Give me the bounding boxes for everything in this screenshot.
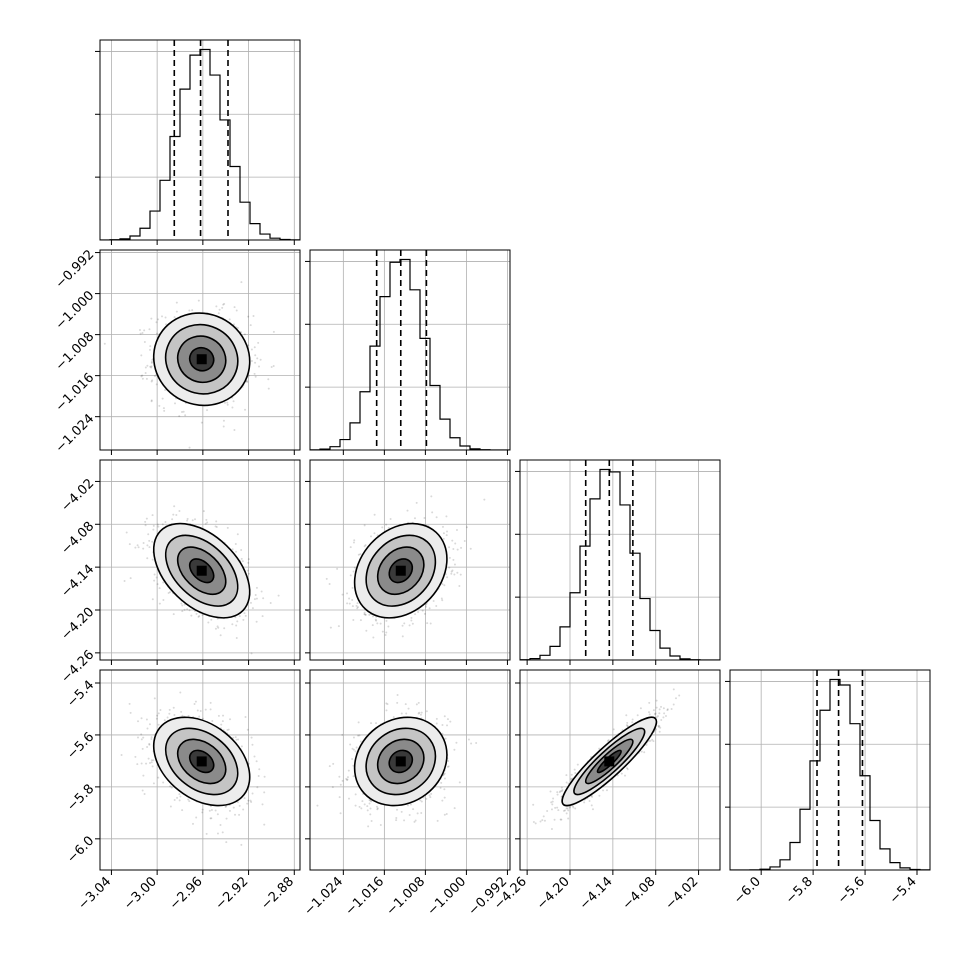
x-tick-label-1-2: −1.008	[384, 874, 429, 919]
contour-1	[365, 727, 437, 796]
panel-2-2	[515, 459, 721, 665]
y-tick-label-2-1: −4.20	[59, 605, 98, 644]
x-tick-label-1-0: −1.024	[302, 874, 347, 919]
contour-2	[376, 738, 425, 785]
histogram-3	[730, 678, 930, 870]
contour-2	[376, 546, 425, 596]
y-tick-label-1-0: −1.024	[53, 411, 98, 456]
y-tick-label-2-4: −4.02	[59, 476, 98, 515]
panel-3-3	[725, 669, 931, 875]
x-tick-label-2-2: −4.14	[577, 874, 616, 913]
y-tick-label-1-4: −0.992	[53, 247, 98, 292]
contour-3	[188, 749, 215, 774]
y-tick-label-3-0: −6.0	[64, 834, 97, 867]
mode-bin	[395, 565, 406, 576]
contour-1	[164, 727, 239, 796]
panel-frame	[519, 459, 721, 661]
panel-3-2	[515, 669, 721, 875]
histogram-1	[310, 258, 510, 450]
mode-bin	[604, 756, 615, 767]
x-tick-label-3-2: −5.6	[835, 874, 868, 907]
panel-1-0	[95, 249, 301, 455]
contour-1	[164, 323, 239, 395]
panel-3-1	[305, 669, 511, 875]
contour-2	[584, 738, 634, 785]
x-tick-label-0-1: −3.00	[121, 874, 160, 913]
panel-2-1	[305, 459, 511, 665]
contour-1	[365, 534, 437, 607]
contour-3	[188, 558, 215, 584]
contour-2	[176, 335, 227, 384]
x-tick-label-1-3: −1.000	[425, 874, 470, 919]
y-tick-label-2-2: −4.14	[59, 562, 98, 601]
y-tick-label-1-3: −1.000	[53, 288, 98, 333]
mode-bin	[196, 756, 207, 767]
panel-0-0	[95, 39, 301, 245]
contour-0	[353, 522, 448, 619]
panel-frame	[99, 459, 301, 661]
x-tick-label-2-1: −4.20	[534, 874, 573, 913]
y-tick-label-1-1: −1.016	[53, 370, 98, 415]
mode-bin	[196, 354, 207, 365]
panel-frame	[309, 459, 511, 661]
x-tick-label-0-3: −2.92	[213, 874, 252, 913]
x-tick-label-0-0: −3.04	[75, 874, 114, 913]
contour-2	[176, 546, 227, 596]
panel-frame	[309, 669, 511, 871]
panel-frame	[99, 249, 301, 451]
panel-frame	[99, 39, 301, 241]
mode-bin	[395, 756, 406, 767]
x-tick-label-0-2: −2.96	[167, 874, 206, 913]
contour-0	[152, 312, 251, 407]
x-tick-label-2-4: −4.02	[663, 874, 702, 913]
contour-0	[152, 716, 251, 807]
contour-1	[164, 534, 239, 607]
x-tick-label-3-1: −5.8	[783, 874, 816, 907]
y-tick-label-2-3: −4.08	[59, 519, 98, 558]
x-tick-label-1-1: −1.016	[343, 874, 388, 919]
contour-3	[388, 558, 414, 584]
x-tick-label-3-0: −6.0	[731, 874, 764, 907]
contour-1	[573, 727, 646, 796]
panel-frame	[729, 669, 931, 871]
panel-1-1	[305, 249, 511, 455]
panel-frame	[99, 669, 301, 871]
contour-2	[176, 738, 227, 785]
panel-frame	[309, 249, 511, 451]
mode-bin	[196, 565, 207, 576]
contour-0	[561, 716, 658, 807]
panel-frame	[519, 669, 721, 871]
x-tick-label-3-3: −5.4	[887, 874, 920, 907]
x-tick-label-0-4: −2.88	[258, 874, 297, 913]
y-tick-label-3-2: −5.6	[64, 730, 97, 763]
x-tick-label-2-3: −4.08	[620, 874, 659, 913]
panel-3-0	[95, 669, 301, 875]
histogram-2	[520, 468, 720, 660]
y-tick-label-2-0: −4.26	[59, 648, 98, 687]
y-tick-label-3-1: −5.8	[64, 782, 97, 815]
panel-2-0	[95, 459, 301, 665]
contour-0	[152, 522, 251, 619]
contour-0	[353, 716, 448, 807]
y-tick-label-1-2: −1.008	[53, 329, 98, 374]
contour-3	[188, 346, 215, 372]
contour-3	[388, 749, 414, 774]
